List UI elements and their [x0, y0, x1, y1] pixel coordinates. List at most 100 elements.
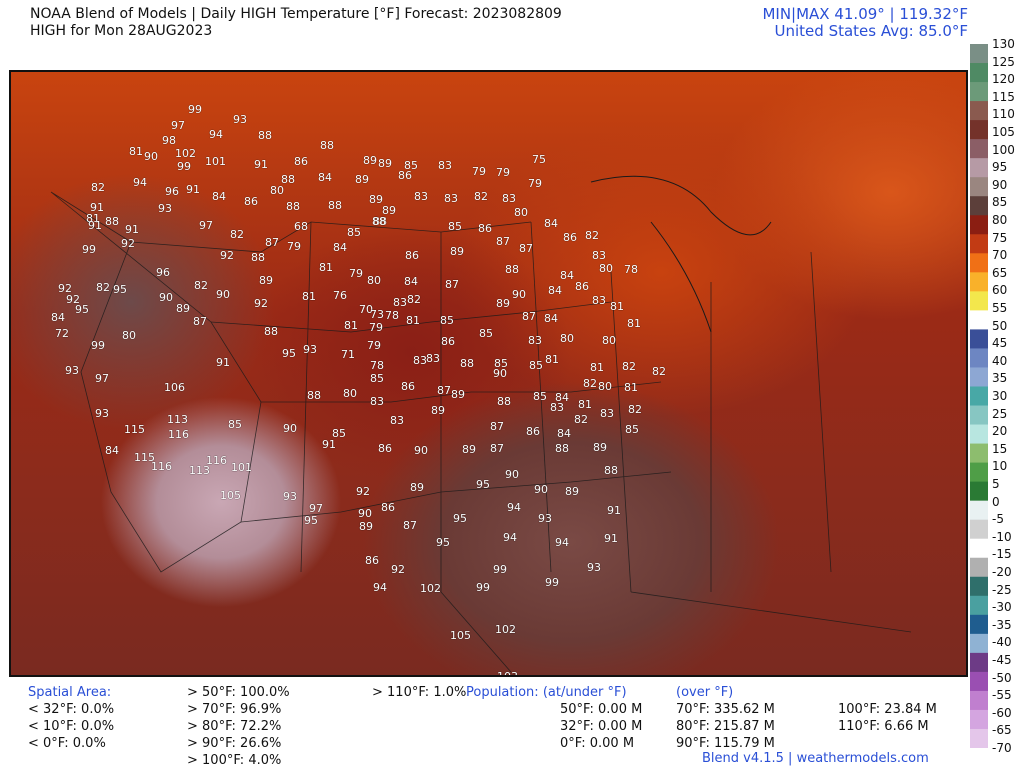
colorbar-tick-label: 105 [992, 125, 1015, 139]
colorbar-tick-label: 90 [992, 177, 1008, 192]
temperature-label: 80 [270, 184, 284, 197]
colorbar-segment [970, 538, 988, 559]
temperature-label: 82 [574, 413, 588, 426]
temperature-label: 95 [282, 347, 296, 360]
temperature-label: 94 [209, 128, 223, 141]
temperature-label: 88 [307, 389, 321, 402]
temperature-label: 91 [88, 219, 102, 232]
temperature-label: 85 [332, 427, 346, 440]
colorbar-tick-label: -25 [992, 582, 1012, 597]
colorbar-segment [970, 215, 988, 235]
temperature-label: 79 [349, 267, 363, 280]
colorbar-tick-label: -55 [992, 688, 1012, 703]
temperature-label: 102 [175, 147, 196, 160]
colorbar-tick-label: 75 [992, 230, 1008, 245]
temperature-label: 87 [490, 442, 504, 455]
temperature-label: 92 [391, 563, 405, 576]
temperature-label: 79 [367, 339, 381, 352]
temperature-label: 90 [144, 150, 158, 163]
spatial-mid-list: > 50°F: 100.0% > 70°F: 96.9% > 80°F: 72.… [187, 684, 290, 769]
temperature-label: 79 [287, 240, 301, 253]
temperature-label: 81 [86, 212, 100, 225]
colorbar-tick-label: 85 [992, 195, 1008, 210]
pop-under-50: 50°F: 0.00 M [560, 702, 643, 717]
temperature-label: 85 [440, 314, 454, 327]
temperature-label: 88 [258, 129, 272, 142]
temperature-label: 79 [496, 166, 510, 179]
temperature-label: 85 [529, 359, 543, 372]
temperature-label: 94 [503, 531, 517, 544]
colorbar-tick-label: -15 [992, 547, 1012, 562]
temperature-label: 81 [590, 361, 604, 374]
colorbar-segment [970, 519, 988, 540]
temperature-label: 90 [159, 291, 173, 304]
temperature-label: 87 [403, 519, 417, 532]
temperature-label: 113 [167, 413, 188, 426]
temperature-label: 90 [216, 288, 230, 301]
colorbar-segment [970, 633, 988, 654]
temperature-label: 89 [565, 485, 579, 498]
pop-over-80: 80°F: 215.87 M [676, 719, 775, 734]
temperature-label: 93 [158, 202, 172, 215]
colorbar-tick-label: -45 [992, 653, 1012, 667]
temperature-label: 88 [497, 395, 511, 408]
colorbar-tick-label: 15 [992, 441, 1008, 456]
population-over-title: (over °F) [676, 685, 734, 700]
temperature-label: 116 [168, 428, 189, 441]
temperature-label: 89 [593, 441, 607, 454]
temperature-label: 78 [385, 309, 399, 322]
temperature-label: 93 [233, 113, 247, 126]
colorbar-segment [970, 614, 988, 635]
temperature-label: 87 [519, 242, 533, 255]
temperature-label: 97 [199, 219, 213, 232]
colorbar-tick-label: -5 [992, 512, 1004, 527]
pop-over-110: 110°F: 6.66 M [838, 719, 929, 734]
spatial-gt110: > 110°F: 1.0% [372, 685, 467, 700]
colorbar-segment [970, 310, 988, 330]
temperature-label: 97 [171, 119, 185, 132]
temperature-label: 88 [105, 215, 119, 228]
temperature-label: 85 [625, 423, 639, 436]
colorbar-tick-label: 65 [992, 265, 1008, 280]
colorbar-tick-label: -35 [992, 617, 1012, 632]
temperature-label: 78 [370, 359, 384, 372]
colorbar-tick-label: 20 [992, 424, 1008, 439]
temperature-label: 83 [444, 192, 458, 205]
temperature-label: 81 [406, 314, 420, 327]
temperature-label: 84 [318, 171, 332, 184]
temperature-label: 90 [283, 422, 297, 435]
temperature-label: 91 [607, 504, 621, 517]
temperature-label: 88 [286, 200, 300, 213]
colorbar-segment [970, 272, 988, 292]
temperature-label: 102 [420, 582, 441, 595]
temperature-label: 91 [604, 532, 618, 545]
temperature-label: 71 [341, 348, 355, 361]
pop-under-32: 32°F: 0.00 M [560, 719, 643, 734]
temperature-label: 99 [91, 339, 105, 352]
temperature-label: 72 [55, 327, 69, 340]
spatial-gt70: > 70°F: 96.9% [187, 702, 282, 717]
temperature-label: 87 [437, 384, 451, 397]
colorbar-segment [970, 367, 988, 387]
colorbar-segment [970, 120, 988, 140]
temperature-label: 95 [436, 536, 450, 549]
temperature-label: 99 [188, 103, 202, 116]
temperature-label: 86 [401, 380, 415, 393]
temperature-label: 82 [628, 403, 642, 416]
temperature-label: 87 [490, 420, 504, 433]
temperature-label: 80 [560, 332, 574, 345]
temperature-label: 88 [505, 263, 519, 276]
temperature-label: 87 [445, 278, 459, 291]
title-line-1: NOAA Blend of Models | Daily HIGH Temper… [30, 6, 562, 22]
temperature-label: 105 [450, 629, 471, 642]
colorbar-segment [970, 424, 988, 445]
temperature-label: 85 [479, 327, 493, 340]
temperature-label: 87 [496, 235, 510, 248]
colorbar-tick-label: 10 [992, 459, 1008, 474]
temperature-label: 88 [373, 215, 387, 228]
temperature-label: 68 [294, 220, 308, 233]
spatial-gt80: > 80°F: 72.2% [187, 719, 282, 734]
us-average-readout: United States Avg: 85.0°F [774, 22, 968, 40]
temperature-label: 116 [206, 454, 227, 467]
colorbar-segment [970, 405, 988, 426]
